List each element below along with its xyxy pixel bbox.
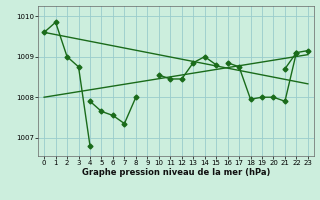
X-axis label: Graphe pression niveau de la mer (hPa): Graphe pression niveau de la mer (hPa): [82, 168, 270, 177]
